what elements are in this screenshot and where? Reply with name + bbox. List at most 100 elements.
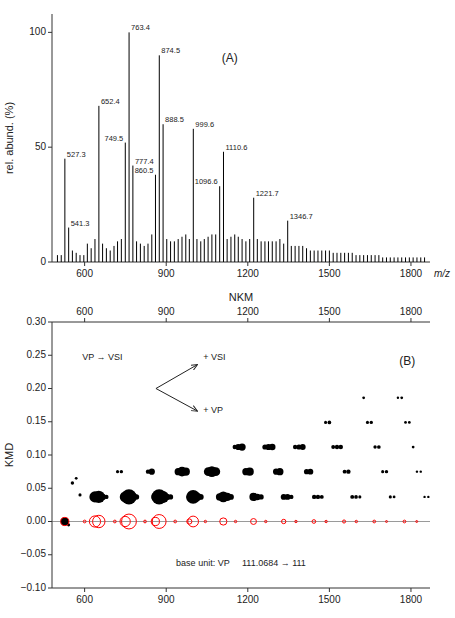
- open-dot: [89, 516, 100, 527]
- peak: [223, 152, 224, 262]
- open-dot: [93, 515, 105, 527]
- open-dot: [355, 520, 357, 522]
- peak: [230, 237, 231, 262]
- peak: [68, 228, 69, 262]
- peak-label: 541.3: [71, 219, 90, 228]
- open-dot: [282, 519, 286, 523]
- peak: [287, 221, 288, 262]
- peak: [257, 239, 258, 262]
- dot: [427, 496, 429, 498]
- open-dot: [113, 520, 116, 523]
- peak: [238, 237, 239, 262]
- peak: [298, 246, 299, 262]
- peak: [181, 237, 182, 262]
- peak-label: 999.6: [195, 120, 214, 129]
- y-axis-line: [52, 14, 53, 262]
- x-axis-line: [52, 262, 430, 263]
- peak: [117, 241, 118, 262]
- peak: [234, 234, 235, 262]
- peak: [155, 175, 156, 262]
- peak: [356, 255, 357, 262]
- peak: [185, 234, 186, 262]
- dot: [149, 469, 155, 475]
- dot: [385, 470, 388, 473]
- peak-label: 874.5: [161, 46, 180, 55]
- peak: [110, 251, 111, 262]
- peak: [196, 239, 197, 262]
- panel: −0.10−0.050.000.050.100.150.200.250.3060…: [3, 291, 430, 605]
- peak-label: 1096.6: [195, 177, 218, 186]
- open-dot: [204, 520, 206, 522]
- peak: [321, 251, 322, 262]
- peak-label: 1110.6: [225, 143, 247, 152]
- peak: [245, 241, 246, 262]
- peak: [261, 241, 262, 262]
- dot: [316, 495, 320, 499]
- x-tick-label: 600: [76, 268, 93, 279]
- x-top-tick-label: 600: [76, 306, 93, 317]
- peak: [249, 239, 250, 262]
- x-tick: [410, 588, 411, 592]
- x-tick: [166, 588, 167, 592]
- peak: [310, 251, 311, 262]
- peak: [151, 234, 152, 262]
- y-tick: [48, 262, 52, 263]
- x-axis-label: m/z: [434, 268, 450, 279]
- open-dot: [220, 518, 227, 525]
- arrow: [156, 365, 198, 389]
- y-axis-label: KMD: [3, 443, 15, 468]
- peak: [325, 251, 326, 262]
- y-tick: [48, 588, 52, 589]
- dot: [416, 470, 418, 472]
- dot: [420, 470, 422, 472]
- peak: [390, 257, 391, 262]
- peak: [166, 239, 167, 262]
- peak: [397, 257, 398, 262]
- annotation: VP → VSI: [82, 352, 122, 362]
- dot: [238, 443, 245, 450]
- dot: [354, 495, 358, 499]
- peak: [219, 186, 220, 262]
- peak: [272, 241, 273, 262]
- peak: [416, 257, 417, 262]
- open-dot: [325, 520, 327, 522]
- peak: [159, 55, 160, 262]
- peak: [91, 248, 92, 262]
- dot: [362, 396, 365, 399]
- dot: [343, 470, 347, 474]
- y-tick-label: 0.00: [27, 515, 47, 526]
- peak: [200, 241, 201, 262]
- peak: [147, 244, 148, 262]
- x-tick-label: 1200: [237, 268, 260, 279]
- peak: [242, 239, 243, 262]
- peak: [268, 241, 269, 262]
- peak: [291, 246, 292, 262]
- x-top-tick: [329, 318, 330, 322]
- dot: [134, 494, 139, 499]
- open-dot: [295, 520, 297, 522]
- peak: [375, 255, 376, 262]
- dot: [397, 397, 399, 399]
- y-tick-label: 0.30: [27, 316, 47, 327]
- open-dot: [152, 515, 166, 529]
- x-tick: [166, 262, 167, 266]
- peak: [132, 166, 133, 262]
- peak: [80, 255, 81, 262]
- panel-label: (B): [399, 354, 415, 368]
- dot: [228, 494, 234, 500]
- x-tick-label: 1800: [400, 594, 423, 605]
- dot: [373, 445, 376, 448]
- dot: [328, 421, 332, 425]
- open-dot: [343, 520, 346, 523]
- peak: [371, 255, 372, 262]
- dot: [312, 495, 316, 499]
- dot: [377, 445, 381, 449]
- y-tick: [48, 388, 52, 389]
- open-dot: [144, 520, 147, 523]
- dot: [408, 421, 411, 424]
- peak: [336, 253, 337, 262]
- peak: [204, 239, 205, 262]
- annotation: + VSI: [203, 352, 225, 362]
- peak: [302, 246, 303, 262]
- peak: [211, 234, 212, 262]
